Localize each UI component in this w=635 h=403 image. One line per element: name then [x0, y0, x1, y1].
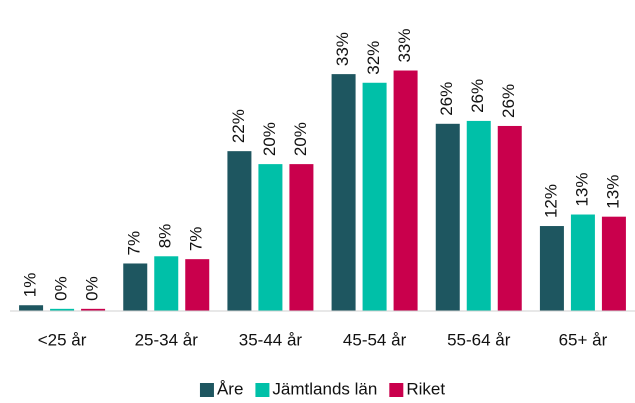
bar: [435, 123, 460, 311]
bar: [19, 305, 44, 311]
data-label: 33%: [333, 32, 352, 66]
data-label: 13%: [572, 172, 591, 206]
data-label: 32%: [364, 41, 383, 75]
bar: [258, 164, 283, 311]
bar: [331, 74, 356, 312]
bar: [393, 70, 418, 312]
bar: [289, 164, 314, 311]
data-label: 20%: [260, 122, 279, 156]
bar: [539, 226, 564, 311]
bar: [123, 263, 148, 311]
data-label: 26%: [499, 84, 518, 118]
legend-label: Åre: [217, 379, 243, 398]
data-label: 0%: [52, 276, 71, 301]
x-tick-label: 55-64 år: [447, 330, 511, 349]
data-label: 7%: [187, 227, 206, 252]
data-label: 13%: [603, 175, 622, 209]
bar: [466, 120, 491, 311]
bar: [497, 125, 522, 312]
x-tick-label: 65+ år: [559, 330, 608, 349]
data-label: 7%: [125, 231, 144, 256]
bar: [185, 259, 210, 311]
legend-swatch: [199, 383, 214, 397]
data-label: 26%: [468, 79, 487, 113]
data-label: 0%: [83, 276, 102, 301]
data-label: 1%: [21, 273, 40, 298]
data-label: 33%: [395, 28, 414, 62]
bar: [81, 308, 106, 311]
data-label: 20%: [291, 122, 310, 156]
x-tick-label: 45-54 år: [343, 330, 407, 349]
x-tick-label: <25 år: [38, 330, 87, 349]
data-label: 12%: [541, 184, 560, 218]
bar: [227, 151, 252, 311]
bar: [601, 216, 626, 311]
data-label: 22%: [229, 109, 248, 143]
bar: [50, 308, 75, 311]
legend-swatch: [389, 383, 404, 397]
bar: [154, 256, 179, 311]
x-tick-label: 35-44 år: [239, 330, 303, 349]
data-label: 26%: [437, 82, 456, 116]
legend-swatch: [255, 383, 270, 397]
legend-label: Riket: [406, 379, 445, 398]
x-tick-label: 25-34 år: [135, 330, 199, 349]
data-label: 8%: [156, 224, 175, 249]
bar: [362, 82, 387, 311]
bar: [570, 214, 595, 311]
legend-label: Jämtlands län: [272, 379, 377, 398]
